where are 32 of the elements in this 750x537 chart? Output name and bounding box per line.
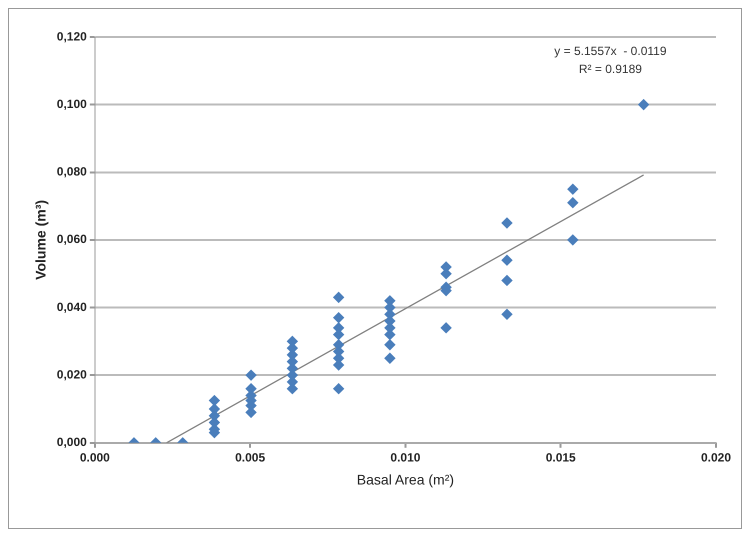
point: [333, 383, 344, 394]
point: [333, 312, 344, 324]
y-tick-label: 0,080: [56, 164, 88, 179]
point: [501, 217, 512, 228]
x-tick-label: 0.010: [390, 450, 421, 464]
annotation: R² = 0.9189: [578, 62, 642, 76]
point: [333, 292, 344, 303]
point: [638, 99, 650, 110]
annotation: y = 5.1557x - 0.0119: [554, 44, 667, 58]
point: [501, 274, 512, 286]
y-tick-label: 0,000: [56, 435, 88, 450]
point: [501, 308, 512, 320]
point: [208, 395, 220, 406]
y-tick-label: 0,040: [56, 300, 88, 314]
y-tick-label: 0,100: [56, 96, 88, 111]
point: [246, 370, 257, 381]
x-axis-title: Basal Area (m²): [356, 471, 454, 488]
x-tick-label: 0.005: [235, 450, 266, 464]
x-tick-label: 0.015: [546, 450, 576, 464]
x-tick-label: 0.000: [80, 450, 110, 464]
point: [384, 339, 396, 350]
point: [567, 234, 578, 246]
point: [567, 197, 578, 208]
y-tick-label: 0,060: [56, 232, 88, 246]
point: [567, 184, 578, 195]
point: [440, 322, 452, 334]
point: [384, 352, 396, 364]
y-tick-label: 0,020: [56, 367, 88, 382]
y-axis-title: Volume (m³): [32, 200, 48, 280]
y-tick-label: 0,120: [56, 29, 88, 44]
point: [501, 254, 512, 266]
x-tick-label: 0.020: [700, 450, 732, 464]
